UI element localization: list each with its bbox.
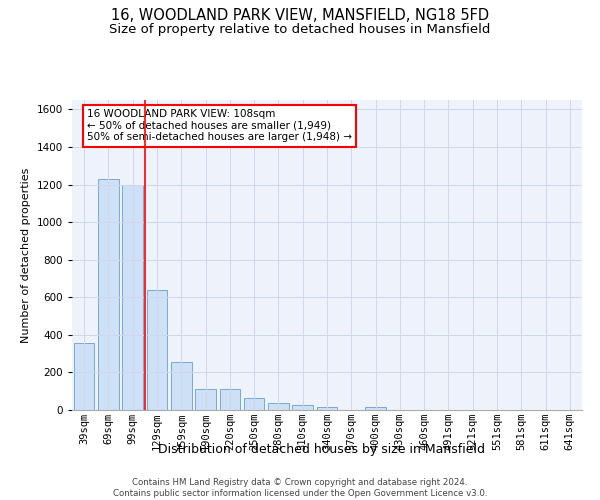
Bar	[268, 404, 289, 410]
Bar	[195, 390, 216, 410]
Bar	[365, 407, 386, 410]
Bar	[74, 344, 94, 410]
Bar	[122, 186, 143, 410]
Text: Distribution of detached houses by size in Mansfield: Distribution of detached houses by size …	[157, 442, 485, 456]
Y-axis label: Number of detached properties: Number of detached properties	[21, 168, 31, 342]
Bar	[220, 390, 240, 410]
Bar	[98, 179, 119, 410]
Bar	[317, 407, 337, 410]
Bar	[171, 362, 191, 410]
Text: Contains HM Land Registry data © Crown copyright and database right 2024.
Contai: Contains HM Land Registry data © Crown c…	[113, 478, 487, 498]
Text: 16, WOODLAND PARK VIEW, MANSFIELD, NG18 5FD: 16, WOODLAND PARK VIEW, MANSFIELD, NG18 …	[111, 8, 489, 22]
Bar	[146, 290, 167, 410]
Bar	[244, 398, 265, 410]
Text: Size of property relative to detached houses in Mansfield: Size of property relative to detached ho…	[109, 22, 491, 36]
Bar	[292, 406, 313, 410]
Text: 16 WOODLAND PARK VIEW: 108sqm
← 50% of detached houses are smaller (1,949)
50% o: 16 WOODLAND PARK VIEW: 108sqm ← 50% of d…	[88, 110, 352, 142]
